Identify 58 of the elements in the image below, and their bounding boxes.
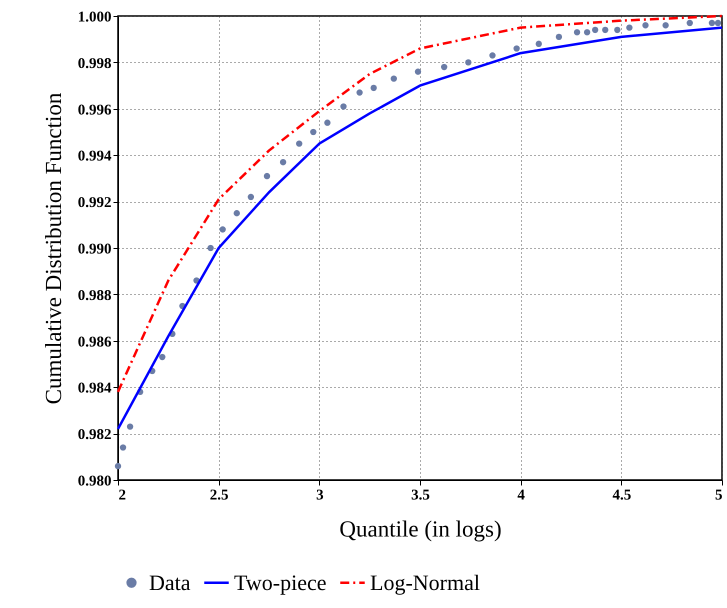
point: [340, 103, 347, 110]
x-axis-title: Quantile (in logs): [339, 516, 502, 542]
y-tick-label: 0.996: [78, 102, 112, 118]
point: [556, 34, 562, 40]
point: [248, 194, 254, 200]
y-axis-title: Cumulative Distribution Function: [40, 92, 66, 404]
x-tick-label: 3: [316, 488, 324, 504]
point: [234, 210, 240, 216]
point: [614, 26, 620, 34]
point: [602, 26, 608, 34]
y-tick-label: 0.988: [78, 288, 112, 304]
x-tick-label: 5: [715, 488, 722, 504]
point: [207, 244, 214, 252]
point: [489, 52, 496, 59]
point: [642, 22, 649, 28]
legend-label: Two-piece: [234, 570, 327, 595]
point: [310, 128, 316, 136]
point: [296, 140, 302, 147]
point: [592, 26, 598, 34]
point: [441, 64, 448, 70]
x-tick-label: 4: [517, 488, 526, 504]
x-tick-label: 2: [118, 488, 126, 504]
x-tick-label: 4.5: [612, 488, 632, 504]
y-tick-label: 0.990: [78, 242, 112, 258]
point: [626, 24, 633, 31]
point: [536, 40, 542, 47]
point: [584, 29, 590, 36]
point: [280, 159, 286, 166]
y-tick-label: 0.998: [78, 56, 112, 72]
point: [114, 462, 122, 470]
y-tick-label: 0.992: [78, 195, 112, 212]
point: [120, 444, 126, 451]
point: [574, 29, 580, 36]
y-tick-label: 1.000: [78, 10, 112, 26]
point: [264, 172, 270, 180]
x-tick-label: 2.5: [210, 488, 229, 504]
point: [370, 84, 377, 92]
point: [324, 120, 331, 126]
y-tick-label: 0.986: [78, 334, 112, 350]
point: [708, 20, 716, 26]
point: [513, 45, 520, 52]
point: [390, 75, 397, 82]
point: [159, 354, 166, 360]
y-tick-label: 0.980: [78, 474, 112, 490]
point: [126, 423, 134, 430]
legend-label: Log-Normal: [370, 570, 480, 595]
y-tick-label: 0.982: [78, 427, 112, 444]
point: [414, 68, 422, 75]
point: [220, 226, 226, 233]
point: [465, 59, 472, 66]
point: [356, 89, 363, 96]
y-tick-label: 0.984: [78, 380, 112, 397]
point: [686, 20, 693, 26]
y-tick-label: 0.994: [78, 148, 112, 165]
point: [714, 20, 722, 26]
x-tick-label: 3.5: [411, 488, 430, 504]
point: [662, 22, 669, 28]
legend-label: Data: [149, 570, 191, 595]
